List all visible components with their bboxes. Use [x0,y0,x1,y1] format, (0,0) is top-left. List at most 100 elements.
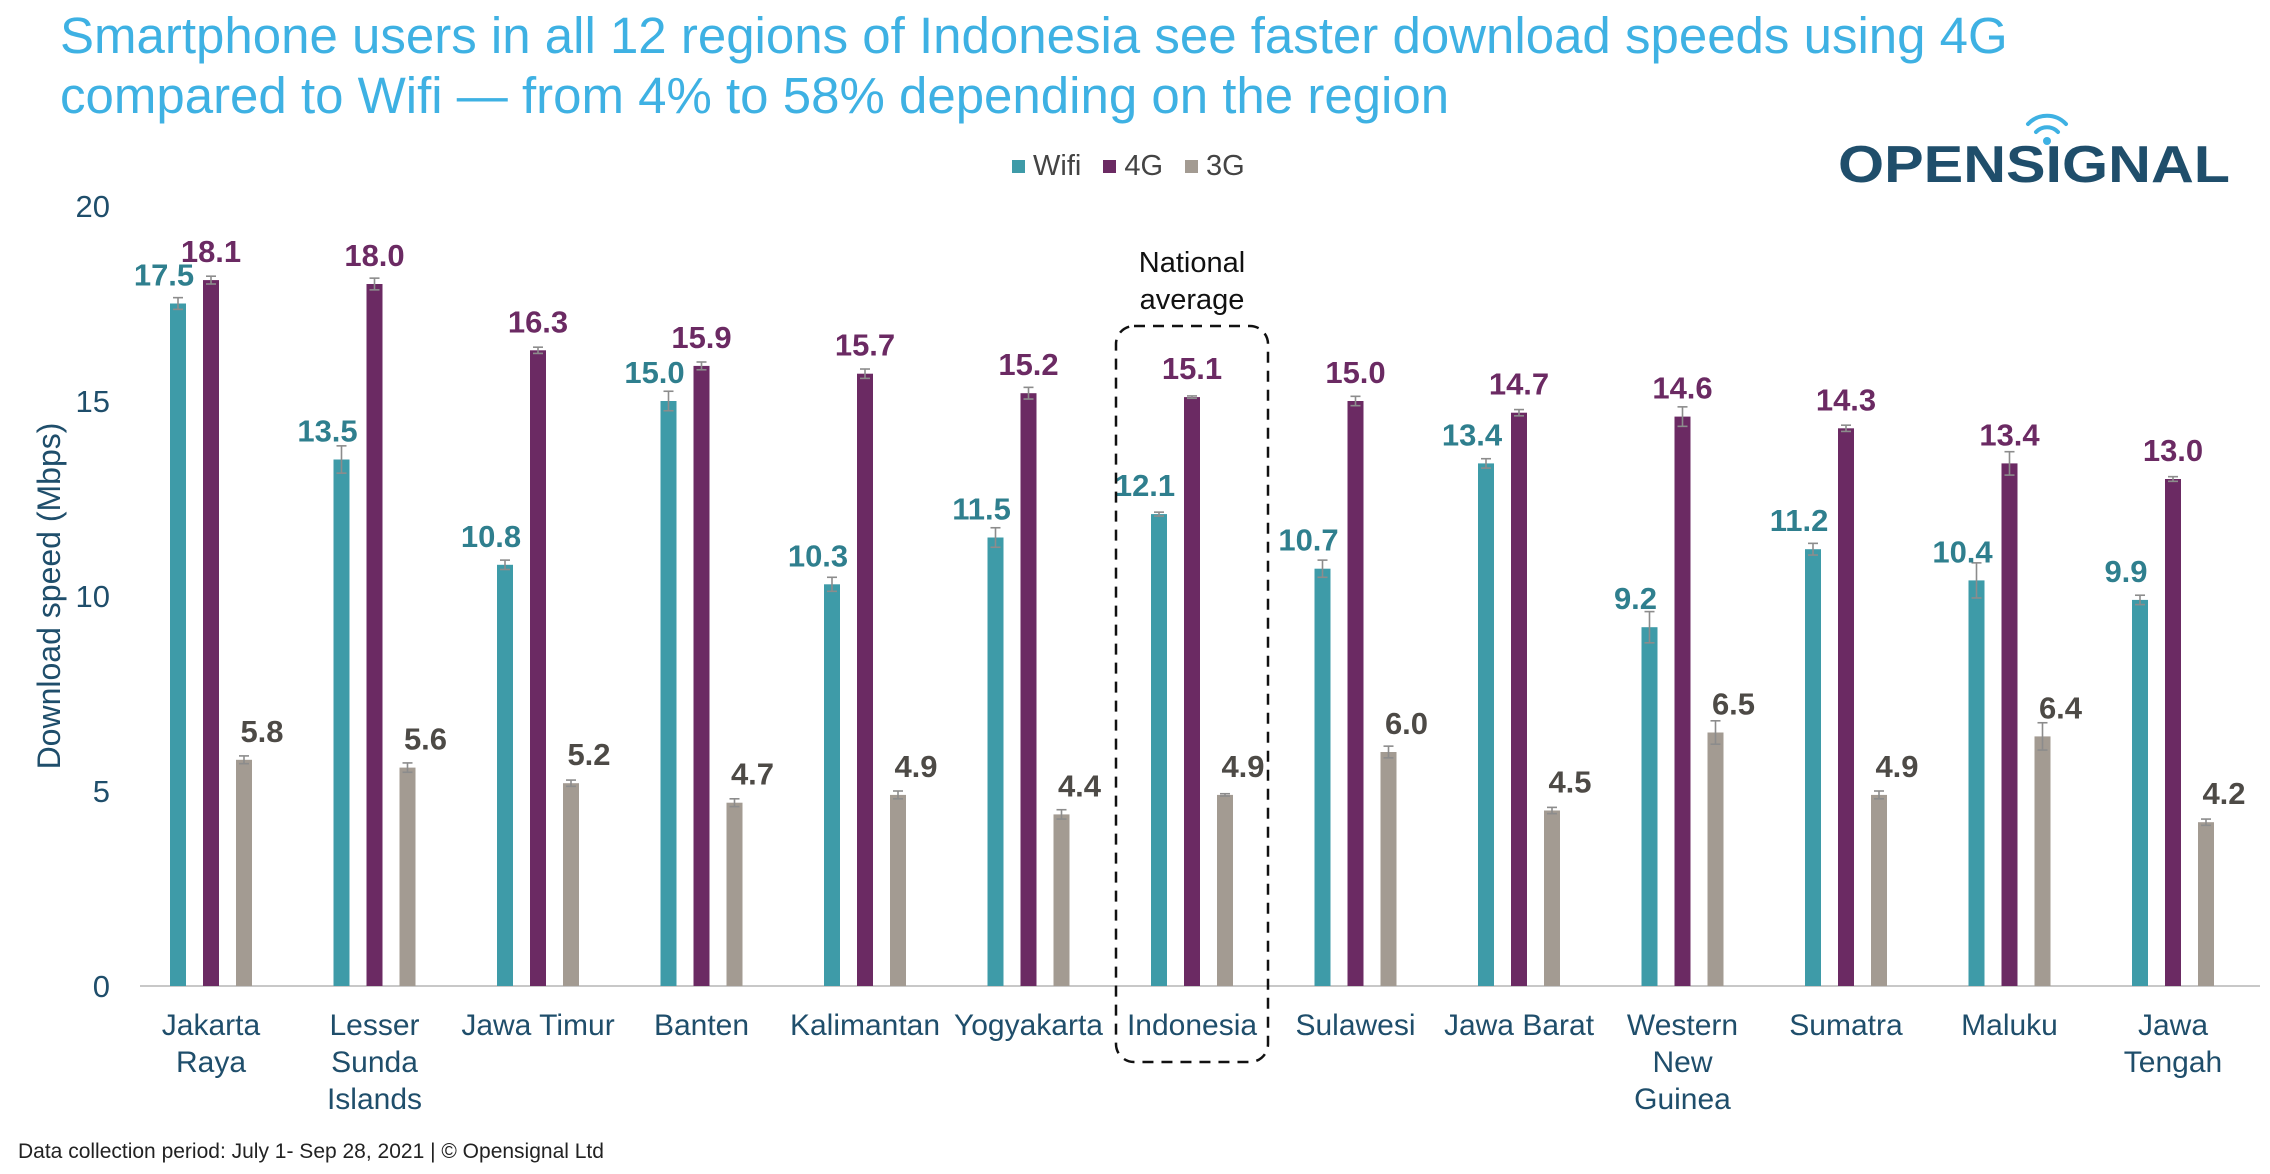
data-label-wifi: 17.5 [134,258,194,293]
bar-3g-lesser-sunda-islands [399,767,416,986]
legend-label-wifi: Wifi [1033,149,1082,182]
data-label-wifi: 13.5 [297,414,357,449]
bar-wifi-kalimantan [824,584,840,986]
data-label-3g: 4.4 [1058,768,1102,803]
bar-3g-western-new-guinea [1707,732,1724,986]
bar-3g-kalimantan [890,794,906,986]
x-tick-label-line: Guinea [1634,1083,1731,1116]
bar-wifi-jakarta-raya [170,303,186,986]
bar-wifi-jawa-barat [1478,463,1494,986]
bar-4g-jawa-tengah [2165,479,2181,986]
data-label-3g: 5.6 [404,722,447,757]
data-label-wifi: 9.2 [1614,581,1657,616]
bar-4g-lesser-sunda-islands [366,284,383,986]
data-label-3g: 6.5 [1712,687,1755,722]
x-tick-label-line: Yogyakarta [954,1009,1103,1042]
bar-wifi-banten [660,401,677,986]
bar-3g-sulawesi [1380,752,1397,986]
data-label-4g: 15.7 [835,328,895,363]
data-label-3g: 4.9 [1221,749,1264,784]
bar-3g-jawa-tengah [2198,822,2214,986]
x-tick-label-line: Sulawesi [1295,1009,1415,1042]
x-tick-label: Banten [654,1009,749,1042]
x-tick-label: Jawa Barat [1444,1009,1595,1042]
bar-4g-jakarta-raya [203,280,219,987]
y-tick-label: 0 [93,969,110,1004]
bar-wifi-sumatra [1805,549,1821,986]
brand-wordmark: OPENSIGNAL [1838,136,2230,190]
legend-item-wifi: Wifi [1012,150,1081,183]
bar-3g-yogyakarta [1053,814,1070,986]
y-tick-label: 5 [93,774,110,809]
bar-chart: Download speed (Mbps) 0 5 10 15 20 17.518.1 5.8… [31,189,2260,1116]
bar-3g-indonesia [1217,794,1233,986]
x-tick-label-line: Lesser [329,1009,419,1042]
data-label-4g: 15.0 [1325,355,1385,390]
x-tick-label-line: Islands [327,1083,422,1116]
national-average-annotation: National average [1139,247,1245,316]
x-tick-label: Jawa Tengah [2124,1009,2222,1079]
annotation-line: National [1139,247,1245,279]
bar-wifi-maluku [1968,580,1985,986]
x-tick-label-line: Sumatra [1789,1009,1903,1042]
data-label-3g: 4.5 [1548,765,1591,800]
x-tick-label: Maluku [1961,1009,2058,1042]
x-tick-label-line: Jawa Timur [461,1009,614,1042]
bar-wifi-jawa-tengah [2132,599,2148,986]
x-tick-label-line: Kalimantan [790,1009,940,1042]
data-label-4g: 13.0 [2143,433,2203,468]
bar-4g-jawa-barat [1511,412,1527,986]
x-tick-label-line: Maluku [1961,1009,2058,1042]
legend-label-4g: 4G [1124,149,1164,182]
signal-wave-inner-icon [2034,125,2060,134]
data-label-3g: 4.2 [2202,776,2245,811]
data-label-4g: 18.0 [344,238,404,273]
x-tick-label-line: Sunda [331,1046,418,1079]
footer-note: Data collection period: July 1- Sep 28, … [18,1140,604,1163]
legend-label-3g: 3G [1206,149,1245,182]
y-tick-label: 15 [76,384,110,419]
data-label-3g: 5.8 [240,714,283,749]
chart-title: Smartphone users in all 12 regions of In… [60,7,2008,124]
x-tick-label: Yogyakarta [954,1009,1103,1042]
data-label-3g: 4.9 [1875,749,1918,784]
bar-wifi-indonesia [1151,514,1167,986]
bar-4g-jawa-timur [530,350,546,986]
data-label-4g: 15.2 [998,347,1058,382]
x-tick-label: Lesser Sunda Islands [327,1009,422,1116]
x-tick-label: Sumatra [1789,1009,1903,1042]
x-tick-label-line: Banten [654,1009,749,1042]
national-average-highlight-box [1114,324,1270,1064]
legend-item-3g: 3G [1185,150,1245,183]
bar-wifi-sulawesi [1314,568,1331,986]
x-tick-label-line: New [1652,1046,1712,1079]
y-axis-title: Download speed (Mbps) [31,423,67,770]
data-label-wifi: 10.8 [461,519,521,554]
x-tick-label-line: Raya [176,1046,246,1079]
bar-3g-sumatra [1871,794,1887,986]
data-label-4g: 14.7 [1489,367,1549,402]
bar-4g-indonesia [1184,397,1200,987]
x-tick-label-line: Jakarta [162,1009,261,1042]
legend-swatch-4g [1103,159,1117,173]
x-tick-label-line: Jawa Barat [1444,1009,1595,1042]
data-label-4g: 15.9 [671,320,731,355]
signal-wave-outer-icon [2026,113,2068,126]
data-label-4g: 15.1 [1162,351,1222,386]
x-tick-label-line: Tengah [2124,1046,2222,1079]
y-tick-label: 10 [76,579,110,614]
data-label-3g: 4.7 [731,757,774,792]
data-label-wifi: 10.3 [788,538,848,573]
x-tick-label: Sulawesi [1295,1009,1415,1042]
data-label-wifi: 12.1 [1115,468,1175,503]
data-label-wifi: 10.4 [1932,534,1993,569]
data-label-4g: 16.3 [508,304,568,339]
data-label-3g: 6.0 [1385,706,1428,741]
x-tick-label: Kalimantan [790,1009,940,1042]
bar-3g-maluku [2034,736,2051,986]
bar-4g-sumatra [1838,428,1854,986]
bar-4g-banten [693,365,710,986]
legend-swatch-3g [1185,159,1199,173]
annotation-line: average [1140,284,1245,316]
chart-legend: Wifi 4G 3G [1012,146,1245,186]
